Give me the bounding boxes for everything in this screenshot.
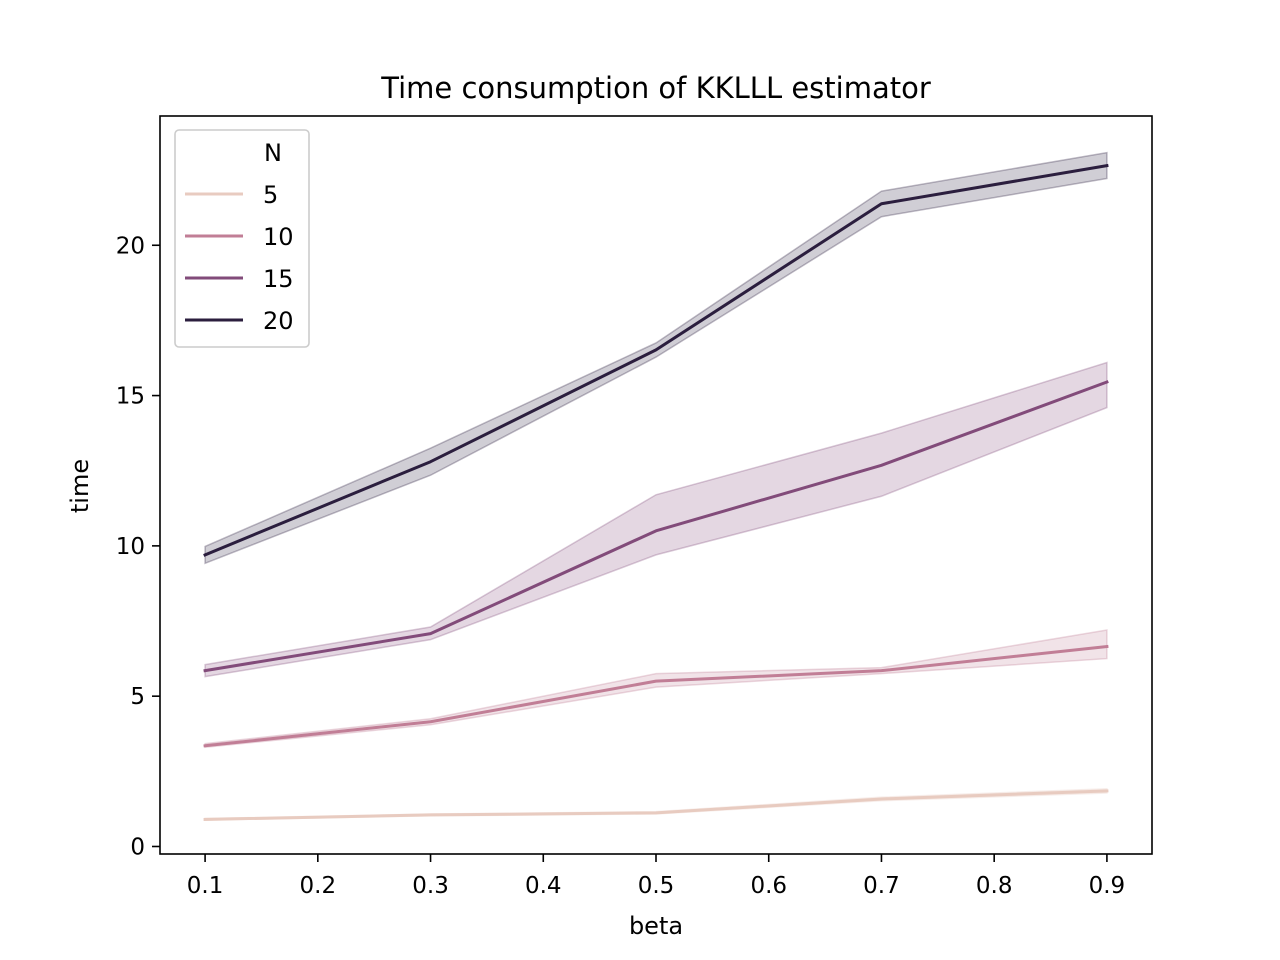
x-tick-label: 0.5 <box>638 873 675 899</box>
confidence-band-n15 <box>204 361 1108 678</box>
y-tick-label: 20 <box>116 233 145 259</box>
y-tick-label: 15 <box>116 384 145 410</box>
y-tick-label: 10 <box>116 534 145 560</box>
x-axis-label: beta <box>629 912 683 940</box>
y-axis-label: time <box>66 459 94 513</box>
legend-label-n10: 10 <box>263 223 294 251</box>
x-axis: 0.1 0.2 0.3 0.4 0.5 0.6 0.7 0.8 0.9 <box>187 854 1125 899</box>
series-line-n10 <box>203 644 1109 748</box>
x-tick-label: 0.1 <box>187 873 224 899</box>
series-line-n15 <box>203 380 1109 673</box>
legend: N 5 10 15 20 <box>174 129 310 348</box>
legend-label-n5: 5 <box>263 181 278 209</box>
legend-label-n15: 15 <box>263 265 294 293</box>
series-lines <box>203 163 1109 821</box>
chart-title: Time consumption of KKLLL estimator <box>380 71 931 105</box>
legend-title: N <box>264 139 282 167</box>
series-line-n20 <box>203 163 1109 557</box>
x-tick-label: 0.8 <box>976 873 1013 899</box>
x-tick-label: 0.6 <box>750 873 787 899</box>
x-tick-label: 0.7 <box>863 873 900 899</box>
x-tick-label: 0.3 <box>412 873 449 899</box>
y-tick-label: 5 <box>130 684 145 710</box>
legend-label-n20: 20 <box>263 307 294 335</box>
y-axis: 0 5 10 15 20 <box>116 233 160 860</box>
legend-box <box>174 129 310 348</box>
y-tick-label: 0 <box>130 834 145 860</box>
x-tick-label: 0.2 <box>300 873 337 899</box>
legend-items: 5 10 15 20 <box>185 181 294 335</box>
x-tick-label: 0.4 <box>525 873 562 899</box>
series-line-n5 <box>203 789 1109 821</box>
x-tick-label: 0.9 <box>1089 873 1126 899</box>
